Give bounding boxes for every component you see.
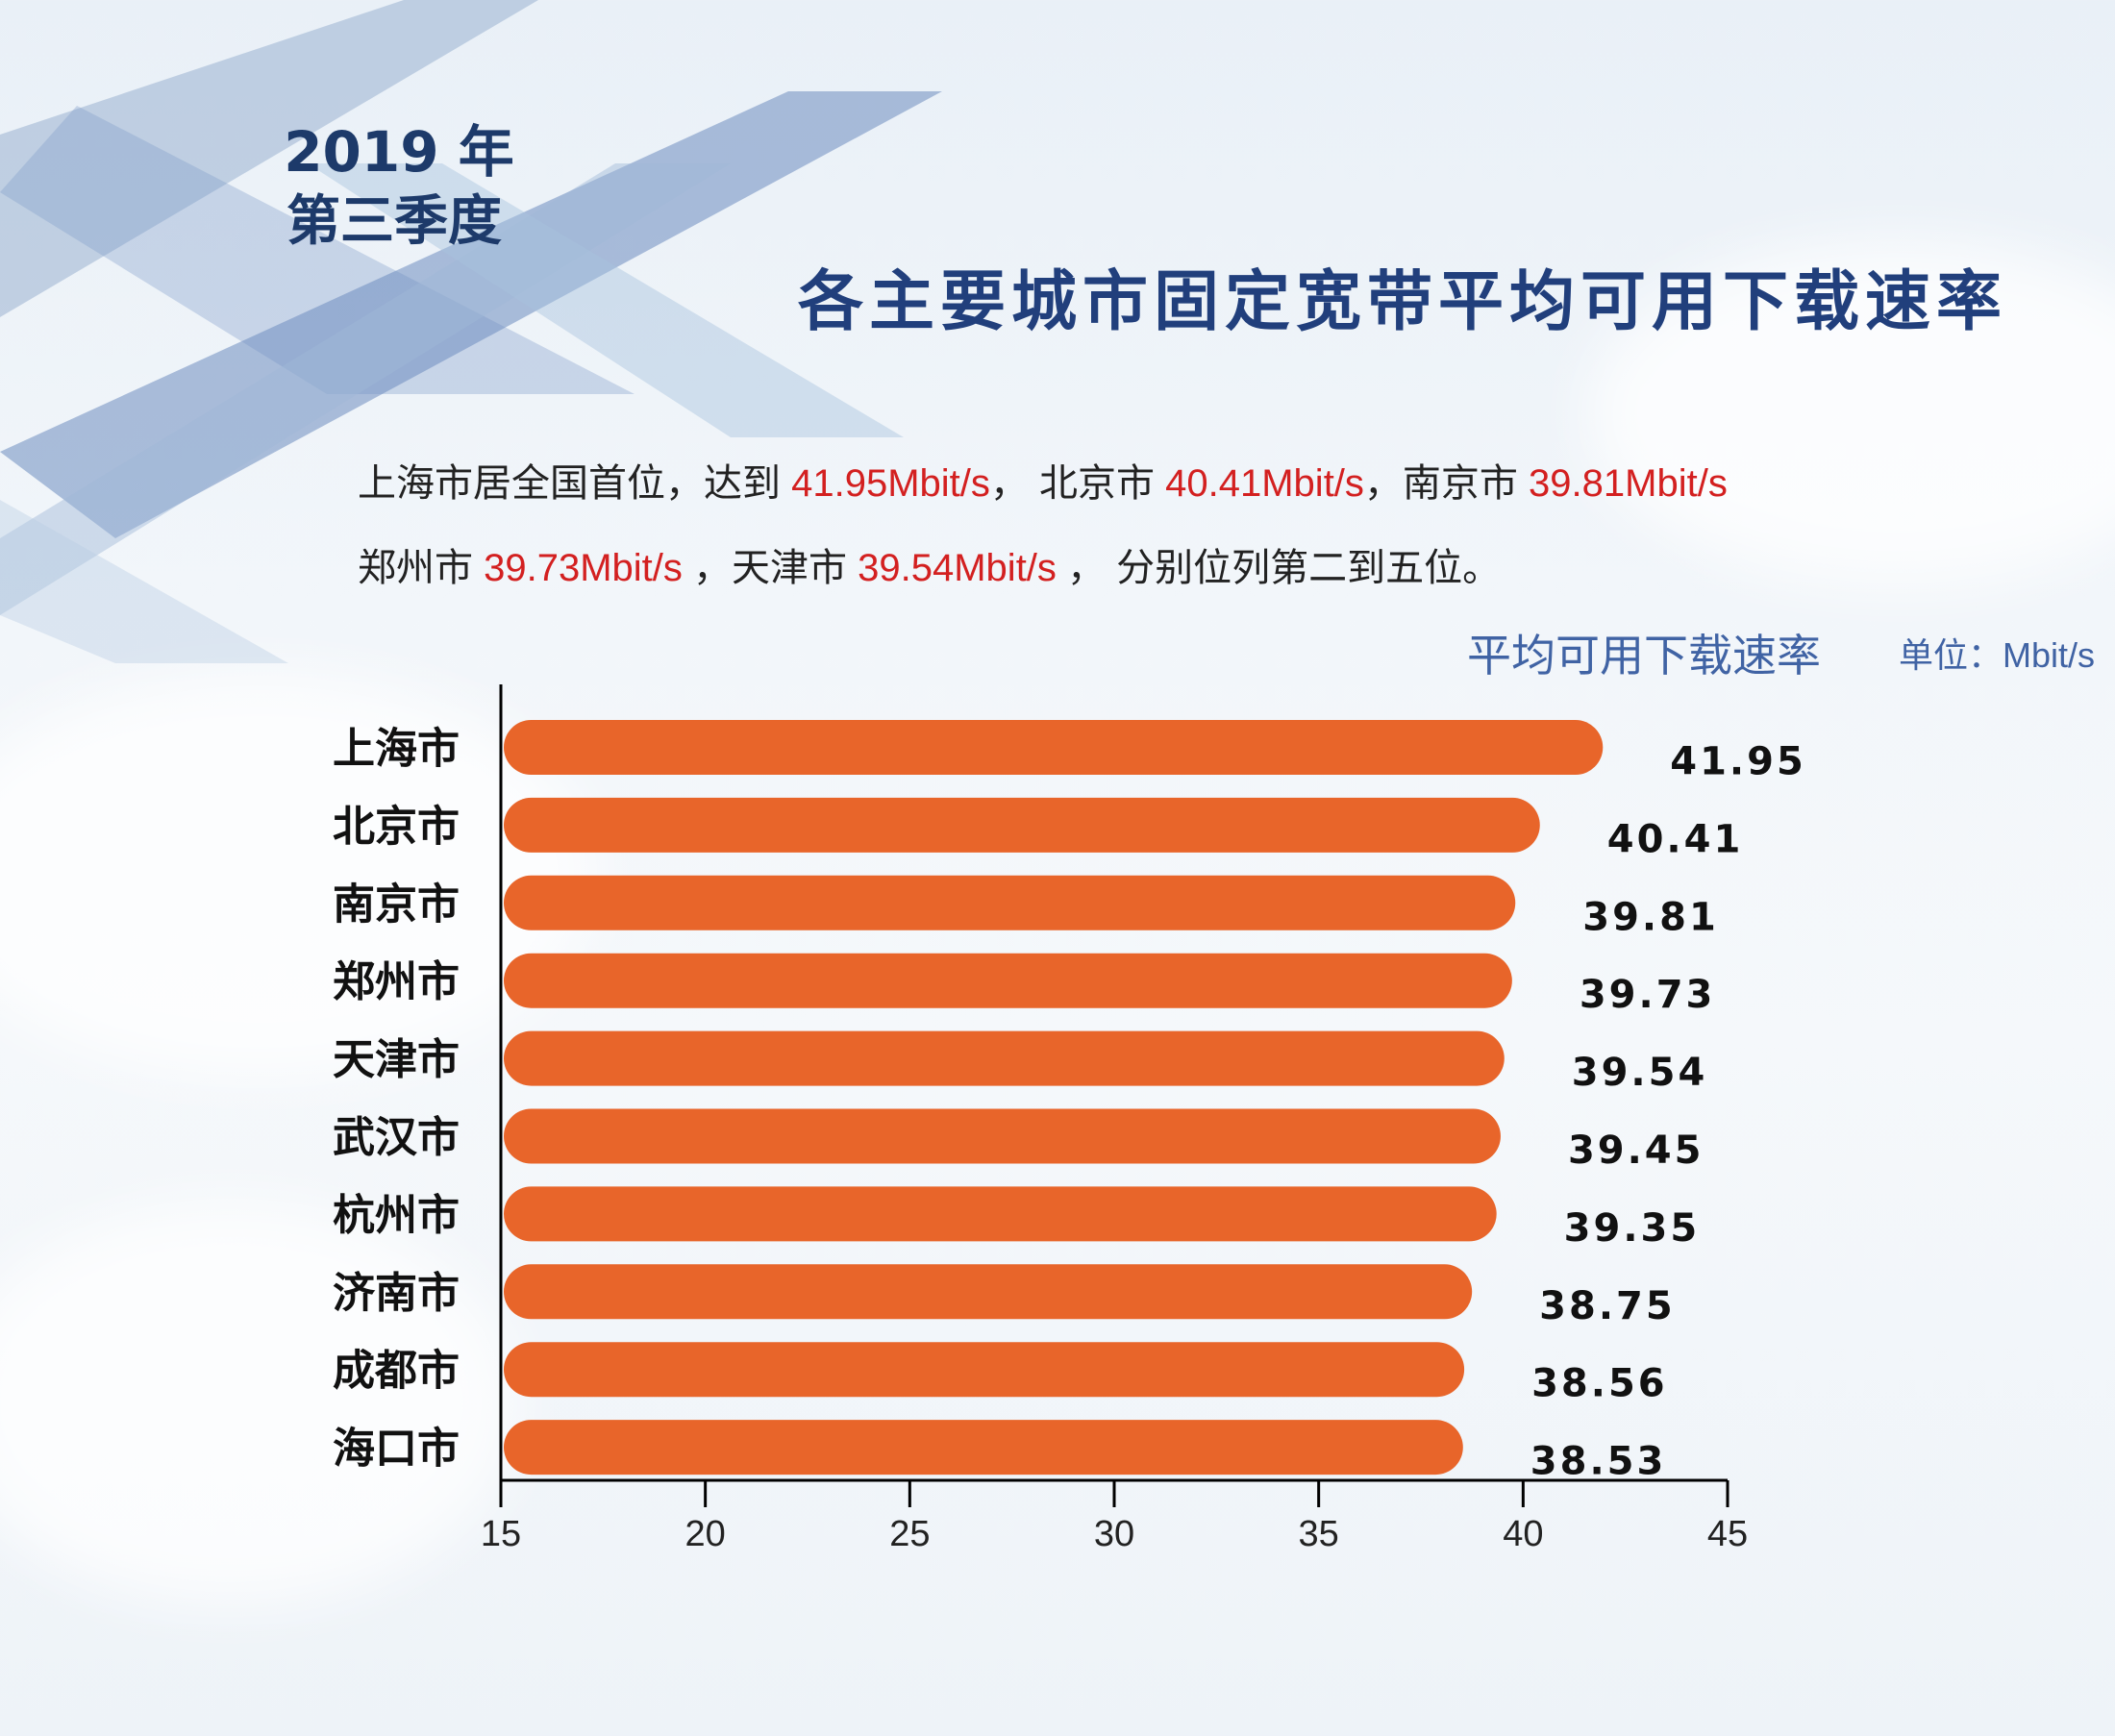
x-tick-label: 30 [1094, 1514, 1134, 1554]
value-label: 38.56 [1531, 1362, 1668, 1406]
background-cloud [1586, 240, 2115, 586]
summary-value: 39.54Mbit/s [858, 547, 1057, 589]
summary-text: ，天津市 [682, 547, 858, 589]
category-label: 济南市 [333, 1269, 460, 1318]
season-label: 第三季度 [286, 190, 502, 253]
category-label: 上海市 [333, 725, 460, 774]
value-label: 39.73 [1580, 973, 1716, 1017]
category-label: 南京市 [333, 880, 460, 929]
bar [504, 875, 1516, 930]
summary-value: 40.41Mbit/s [1165, 462, 1364, 505]
bar [504, 1420, 1463, 1476]
year-label: 2019 年 [284, 119, 514, 185]
page-title: 各主要城市固定宽带平均可用下载速率 [798, 263, 2008, 340]
value-label: 38.53 [1530, 1440, 1667, 1484]
background-cloud [0, 1202, 519, 1605]
summary-text: ， 分别位列第二到五位。 [1056, 547, 1502, 589]
category-label: 郑州市 [333, 957, 460, 1006]
value-label: 39.81 [1582, 895, 1719, 939]
value-label: 38.75 [1539, 1284, 1676, 1328]
value-label: 39.54 [1572, 1051, 1708, 1095]
x-tick-label: 45 [1707, 1514, 1748, 1554]
bar [504, 1186, 1497, 1242]
chart-subtitle: 平均可用下载速率 [1467, 631, 1821, 681]
bar [504, 797, 1540, 853]
value-label: 39.45 [1568, 1128, 1704, 1173]
x-tick-label: 20 [685, 1514, 726, 1554]
summary-value: 41.95Mbit/s [791, 462, 990, 505]
unit-label: 单位：Mbit/s [1899, 635, 2096, 675]
category-label: 杭州市 [333, 1191, 460, 1240]
summary-line-1: 上海市居全国首位，达到 41.95Mbit/s， 北京市 40.41Mbit/s… [358, 452, 1728, 508]
value-label: 41.95 [1670, 740, 1806, 784]
background-cloud [0, 673, 596, 1077]
x-tick-label: 35 [1299, 1514, 1339, 1554]
value-label: 39.35 [1564, 1206, 1701, 1251]
bar [504, 953, 1512, 1008]
bar [504, 1342, 1465, 1398]
summary-text: 郑州市 [358, 547, 485, 589]
category-label: 武汉市 [333, 1113, 460, 1162]
category-label: 海口市 [333, 1425, 460, 1474]
summary-line-2: 郑州市 39.73Mbit/s ，天津市 39.54Mbit/s ， 分别位列第… [358, 536, 1501, 592]
x-tick-label: 15 [481, 1514, 521, 1554]
summary-value: 39.81Mbit/s [1529, 462, 1728, 505]
x-tick-label: 25 [889, 1514, 930, 1554]
bar [504, 1264, 1473, 1320]
value-label: 40.41 [1607, 817, 1744, 861]
category-label: 天津市 [333, 1035, 460, 1084]
bar [504, 1030, 1505, 1086]
summary-text: 上海市居全国首位，达到 [358, 462, 792, 505]
bar [504, 1108, 1501, 1164]
category-label: 北京市 [333, 802, 460, 851]
summary-text: ， 北京市 [989, 462, 1166, 505]
summary-value: 39.73Mbit/s [484, 547, 683, 589]
summary-text: ，南京市 [1363, 462, 1530, 505]
bar [504, 720, 1604, 775]
category-label: 成都市 [333, 1347, 460, 1396]
x-tick-label: 40 [1503, 1514, 1543, 1554]
